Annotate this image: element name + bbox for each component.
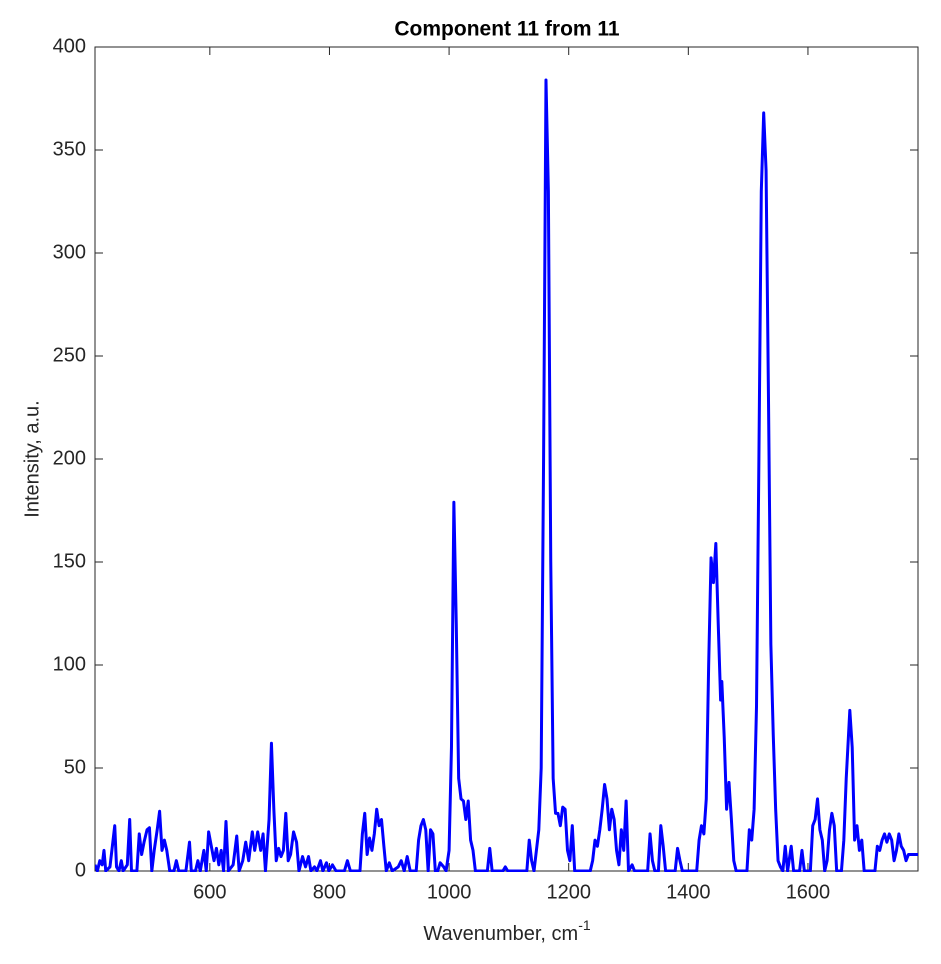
x-axis-label: Wavenumber, cm-1 [423, 917, 591, 946]
y-tick-label: 200 [53, 447, 86, 469]
y-tick-label: 100 [53, 653, 86, 675]
plot-frame [94, 46, 919, 872]
x-tick-label: 1400 [666, 881, 711, 903]
x-tick-label: 1200 [546, 881, 591, 903]
x-axis-label-text: Wavenumber, cm [423, 923, 578, 945]
line [95, 78, 918, 872]
chart-title: Component 11 from 11 [394, 18, 620, 41]
x-tick-label: 800 [313, 881, 346, 903]
y-tick-label: 250 [53, 344, 86, 366]
y-tick-label: 150 [53, 550, 86, 572]
x-tick-label: 1000 [427, 881, 472, 903]
y-tick-label: 300 [53, 241, 86, 263]
y-axis-label: Intensity, a.u. [21, 400, 43, 517]
x-tick-label: 1600 [786, 881, 831, 903]
y-tick-label: 0 [75, 859, 86, 881]
x-tick-label: 600 [193, 881, 226, 903]
x-axis-label-superscript: -1 [578, 917, 591, 933]
y-tick-label: 350 [53, 138, 86, 160]
y-tick-label: 50 [64, 756, 86, 778]
y-tick-label: 400 [53, 35, 86, 57]
